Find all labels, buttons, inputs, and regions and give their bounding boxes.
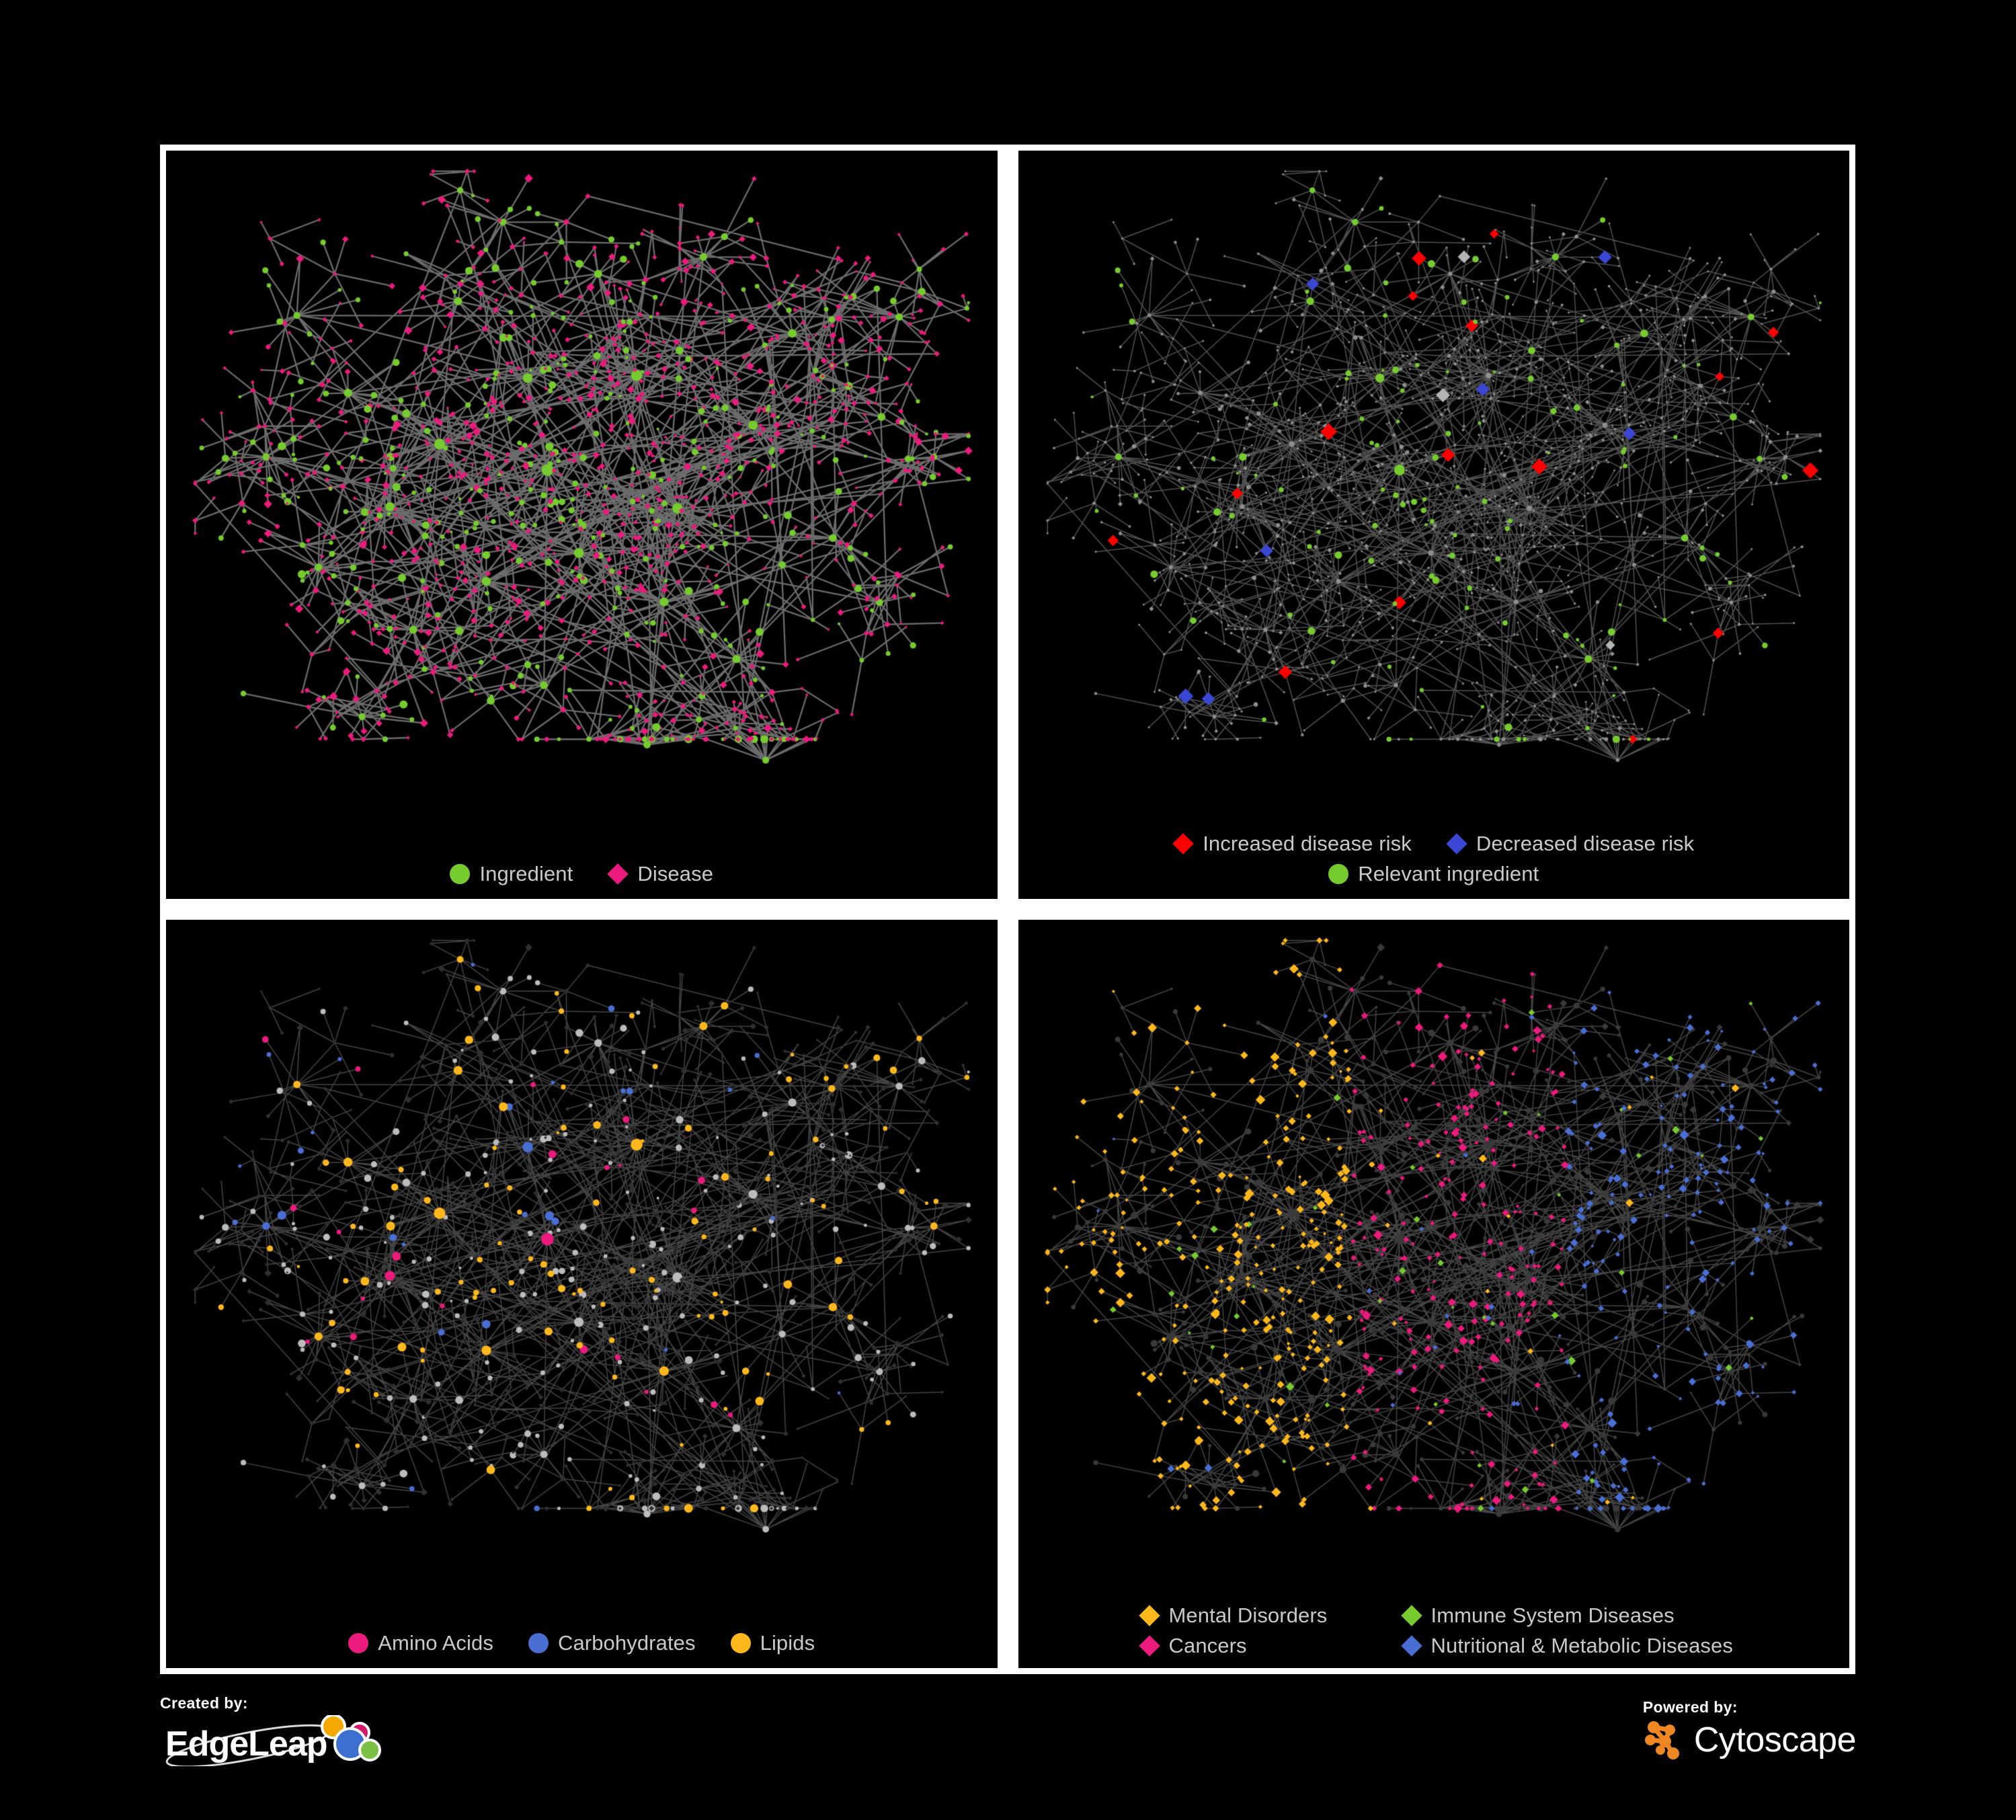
panel-ingredient-disease[interactable]: Ingredient Disease — [160, 145, 1004, 905]
footer-branding: Created by: EdgeLeap — [160, 1694, 1857, 1795]
cytoscape-logo-lockup: Cytoscape — [1643, 1719, 1857, 1761]
created-by-label: Created by: — [160, 1694, 248, 1712]
svg-text:EdgeLeap: EdgeLeap — [165, 1725, 327, 1764]
edgeleap-branding[interactable]: Created by: EdgeLeap — [160, 1694, 389, 1766]
panel-nutrient-class[interactable]: Amino Acids Carbohydrates Lipids — [160, 914, 1004, 1674]
network-canvas-nutrient-class — [166, 920, 998, 1668]
cytoscape-wordmark: Cytoscape — [1693, 1720, 1857, 1759]
edgeleap-logo-lockup: EdgeLeap — [160, 1715, 389, 1766]
network-canvas-ingredient-disease — [166, 151, 998, 899]
network-canvas-disease-category — [1018, 920, 1849, 1668]
panel-disease-category[interactable]: Mental Disorders Immune System Diseases Ca… — [1012, 914, 1855, 1674]
powered-by-label: Powered by: — [1642, 1698, 1738, 1716]
panel-disease-risk[interactable]: Increased disease risk Decreased disease … — [1012, 145, 1855, 905]
network-canvas-disease-risk — [1018, 151, 1849, 899]
edgeleap-logo-icon: EdgeLeap — [165, 1715, 381, 1766]
cytoscape-logo-icon — [1644, 1721, 1679, 1759]
figure-panel-grid: Ingredient Disease Increased disease risk… — [160, 145, 1855, 1674]
cytoscape-branding[interactable]: Powered by: Cytoscape — [1642, 1698, 1857, 1761]
